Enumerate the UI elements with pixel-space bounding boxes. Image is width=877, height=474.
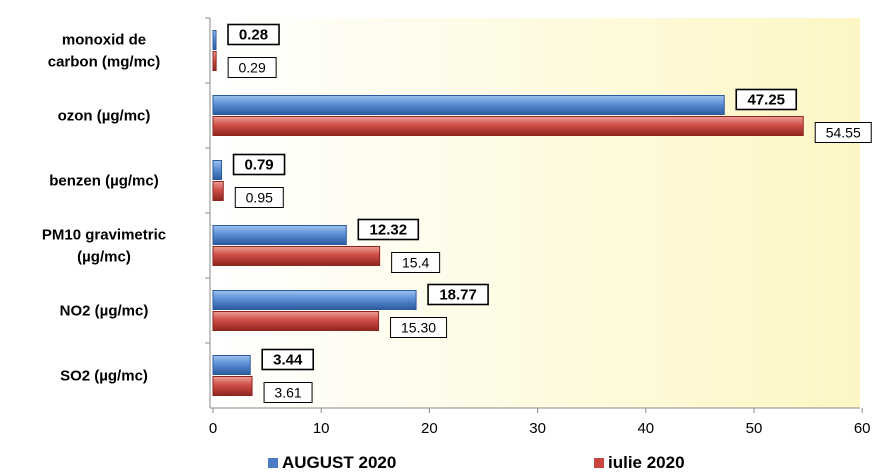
legend-label-august-2020: AUGUST 2020 (282, 453, 397, 472)
data-label-box (234, 187, 284, 208)
category-label: monoxid de carbon (mg/mc) (48, 32, 161, 71)
category-label: SO2 (µg/mc) (60, 368, 148, 385)
bar-august-2020 (212, 225, 347, 245)
x-tick-label: 10 (313, 420, 330, 437)
x-tick-label: 30 (529, 420, 546, 437)
data-label: 3.44 (273, 352, 303, 369)
data-label: 0.95 (246, 190, 273, 206)
category-label-line: monoxid de (62, 32, 146, 49)
plot-area-background (210, 18, 860, 408)
bar-chart: 0 10 20 30 40 50 60 monoxid de carbon (mg/mc) oz… (42, 17, 872, 437)
category-label: ozon (µg/mc) (58, 108, 151, 125)
category-label-line: SO2 (µg/mc) (60, 368, 148, 385)
data-label-box (391, 252, 441, 273)
bar-august-2020 (212, 30, 217, 50)
data-label-box (261, 348, 315, 371)
legend-item-iulie-2020: iulie 2020 (594, 452, 685, 474)
x-tick-label: 20 (421, 420, 438, 437)
data-label-box (427, 283, 489, 306)
data-label-box (227, 23, 280, 46)
legend-label-iulie-2020: iulie 2020 (608, 453, 685, 472)
data-label-box (232, 153, 286, 176)
data-label: 0.29 (239, 60, 266, 76)
data-label: 47.25 (747, 92, 785, 109)
category-label-line: (µg/mc) (77, 249, 131, 266)
category-label: benzen (µg/mc) (49, 173, 158, 190)
x-tick-label: 50 (746, 420, 763, 437)
data-label-box (357, 218, 420, 241)
data-label: 12.32 (370, 222, 408, 239)
bar-august-2020 (212, 355, 251, 375)
category-label: NO2 (µg/mc) (60, 303, 149, 320)
data-label-box (227, 57, 277, 78)
category-label: PM10 gravimetric (µg/mc) (42, 227, 166, 266)
data-label: 0.79 (244, 157, 273, 174)
data-label: 54.55 (826, 125, 861, 141)
legend-item-august-2020: AUGUST 2020 (268, 452, 396, 474)
legend-swatch-blue (268, 458, 278, 468)
bar-iulie-2020 (212, 311, 380, 331)
x-tick-label: 60 (854, 420, 871, 437)
bar-iulie-2020 (212, 181, 224, 201)
data-label: 3.61 (274, 385, 301, 401)
category-label-line: ozon (µg/mc) (58, 108, 151, 125)
data-label: 15.4 (402, 255, 429, 271)
data-label-box (814, 122, 872, 143)
bar-august-2020 (212, 290, 417, 310)
legend-swatch-red (594, 458, 604, 468)
bar-iulie-2020 (212, 51, 217, 71)
data-label-box (390, 317, 448, 338)
x-tick-label: 0 (209, 420, 217, 437)
data-label: 15.30 (401, 320, 436, 336)
category-label-line: NO2 (µg/mc) (60, 303, 149, 320)
bar-iulie-2020 (212, 116, 804, 136)
category-label-line: PM10 gravimetric (42, 227, 166, 244)
category-label-line: benzen (µg/mc) (49, 173, 158, 190)
data-label-box (263, 382, 313, 403)
data-label: 18.77 (439, 287, 477, 304)
data-label: 0.28 (239, 27, 268, 44)
category-label-line: carbon (mg/mc) (48, 54, 161, 71)
chart-legend: AUGUST 2020 iulie 2020 (0, 452, 877, 474)
bar-august-2020 (212, 160, 223, 180)
bar-iulie-2020 (212, 246, 381, 266)
data-label-box (735, 88, 798, 111)
x-tick-label: 40 (637, 420, 654, 437)
bar-iulie-2020 (212, 376, 253, 396)
bar-august-2020 (212, 95, 725, 115)
